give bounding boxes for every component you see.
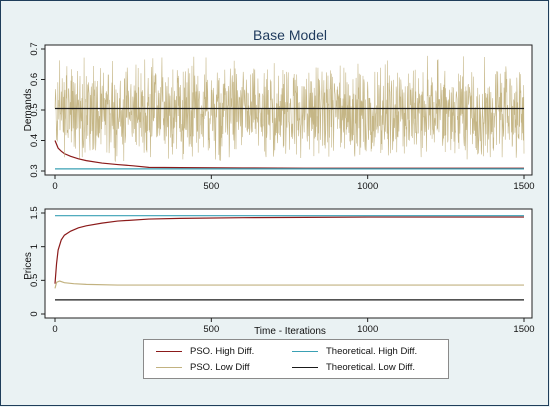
legend-swatch-theoretical-high [292,351,318,352]
x-tick-label-0-0: 0 [52,181,57,192]
series-line-1-1 [54,280,524,289]
y-tick-label-0-4: 0.7 [29,42,40,55]
legend-swatch-pso-high [156,351,182,352]
x-tick-label-0-2: 1000 [357,181,378,192]
y-tick-label-0-2: 0.5 [29,103,40,116]
legend-item-theoretical-low: Theoretical. Low Diff. [292,362,415,373]
series-line-0-1 [54,55,525,162]
series-group-0 [54,55,525,170]
x-tick-label-1-3: 1500 [513,324,534,335]
y-tick-label-1-3: 1.5 [29,206,40,219]
x-tick-label-1-1: 500 [203,324,219,335]
x-tick-label-0-1: 500 [203,181,219,192]
y-tick-label-1-1: 0.5 [29,274,40,287]
y-tick-label-0-3: 0.6 [29,73,40,86]
bottom-x-axis-label: Time - Iterations [254,326,326,337]
legend: PSO. High Diff. Theoretical. High Diff. … [143,339,449,379]
x-tick-label-0-3: 1500 [513,181,534,192]
legend-label-theoretical-high: Theoretical. High Diff. [326,346,418,357]
x-tick-label-1-2: 1000 [357,324,378,335]
y-tick-label-1-0: 0 [29,311,40,316]
series-line-0-0 [54,140,524,169]
legend-label-pso-low: PSO. Low Diff [190,362,250,373]
top-y-axis-label: Demands [23,89,34,132]
legend-swatch-theoretical-low [292,367,318,368]
y-tick-label-0-0: 0.3 [29,164,40,177]
series-line-1-0 [54,216,524,284]
legend-item-pso-high: PSO. High Diff. [156,346,254,357]
legend-item-theoretical-high: Theoretical. High Diff. [292,346,417,357]
legend-item-pso-low: PSO. Low Diff [156,362,250,373]
legend-label-theoretical-low: Theoretical. Low Diff. [326,362,416,373]
series-group-1 [54,215,524,301]
bottom-y-axis-label: Prices [23,252,34,280]
legend-swatch-pso-low [156,367,182,368]
plot-area-1 [44,208,533,319]
legend-label-pso-high: PSO. High Diff. [190,346,255,357]
y-tick-label-0-1: 0.4 [29,134,40,147]
y-tick-label-1-2: 1 [29,244,40,249]
chart-title: Base Model [253,27,327,43]
x-tick-label-1-0: 0 [52,324,57,335]
